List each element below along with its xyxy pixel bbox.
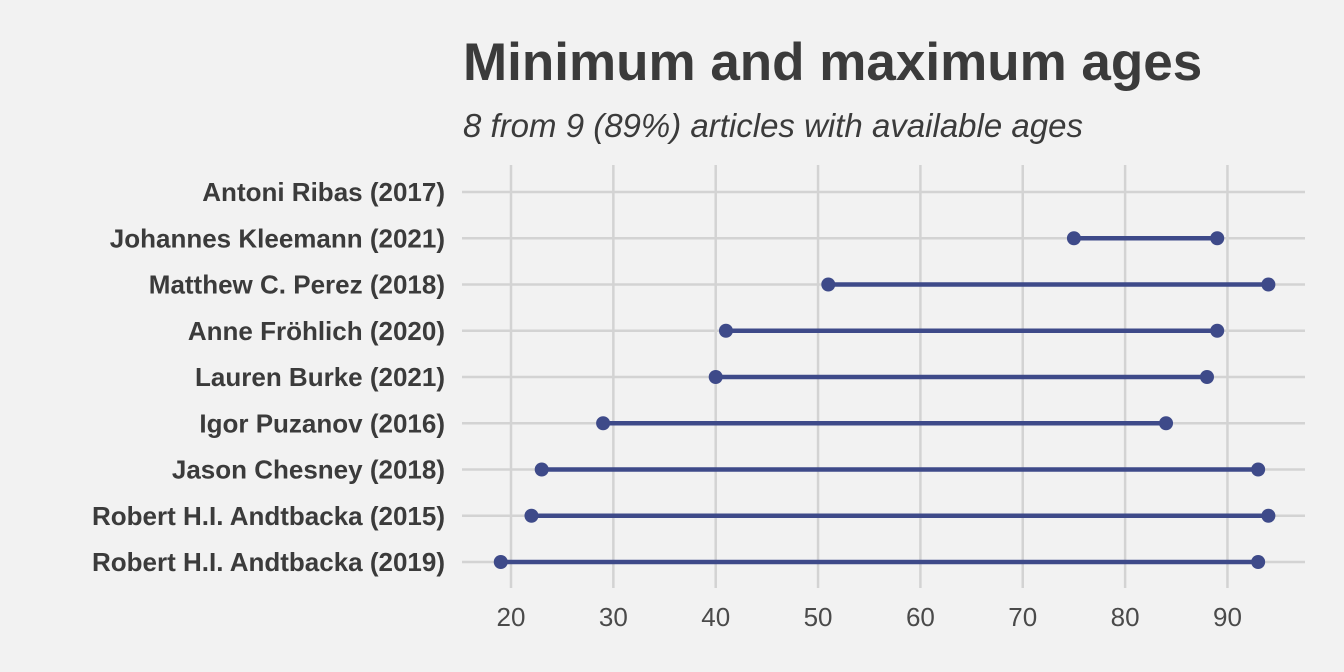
y-tick-label: Matthew C. Perez (2018): [149, 270, 445, 300]
y-tick-label: Robert H.I. Andtbacka (2015): [92, 501, 445, 531]
y-tick-label: Lauren Burke (2021): [195, 362, 445, 392]
max-age-point: [1159, 416, 1174, 431]
min-age-point: [596, 416, 611, 431]
min-age-point: [534, 462, 549, 477]
x-tick-label: 70: [1008, 602, 1037, 632]
min-age-point: [708, 370, 723, 384]
chart-subtitle: 8 from 9 (89%) articles with available a…: [463, 107, 1083, 144]
max-age-point: [1210, 231, 1225, 246]
y-tick-label: Robert H.I. Andtbacka (2019): [92, 547, 445, 577]
y-tick-label: Igor Puzanov (2016): [199, 408, 445, 438]
max-age-point: [1261, 508, 1276, 523]
x-tick-label: 80: [1111, 602, 1140, 632]
y-tick-label: Jason Chesney (2018): [172, 455, 445, 485]
min-age-point: [1066, 231, 1081, 246]
x-tick-label: 90: [1213, 602, 1242, 632]
min-age-point: [821, 277, 836, 292]
y-tick-label: Anne Fröhlich (2020): [188, 316, 445, 346]
x-tick-label: 50: [804, 602, 833, 632]
min-age-point: [718, 323, 733, 338]
min-age-point: [524, 508, 539, 523]
y-tick-label: Antoni Ribas (2017): [202, 177, 445, 207]
x-tick-label: 60: [906, 602, 935, 632]
x-tick-label: 30: [599, 602, 628, 632]
y-tick-label: Johannes Kleemann (2021): [110, 223, 445, 253]
chart-title: Minimum and maximum ages: [463, 33, 1202, 92]
x-axis-ticks: 20 30 40 50 60 70 80 90: [497, 602, 1242, 632]
x-tick-label: 20: [497, 602, 526, 632]
max-age-point: [1261, 277, 1276, 292]
max-age-point: [1210, 323, 1225, 338]
max-age-point: [1251, 462, 1266, 477]
y-axis-labels: Antoni Ribas (2017) Johannes Kleemann (20…: [92, 177, 445, 577]
min-age-point: [493, 555, 508, 569]
max-age-point: [1251, 555, 1266, 569]
x-tick-label: 40: [701, 602, 730, 632]
max-age-point: [1199, 370, 1214, 384]
data-marks: [493, 231, 1276, 569]
